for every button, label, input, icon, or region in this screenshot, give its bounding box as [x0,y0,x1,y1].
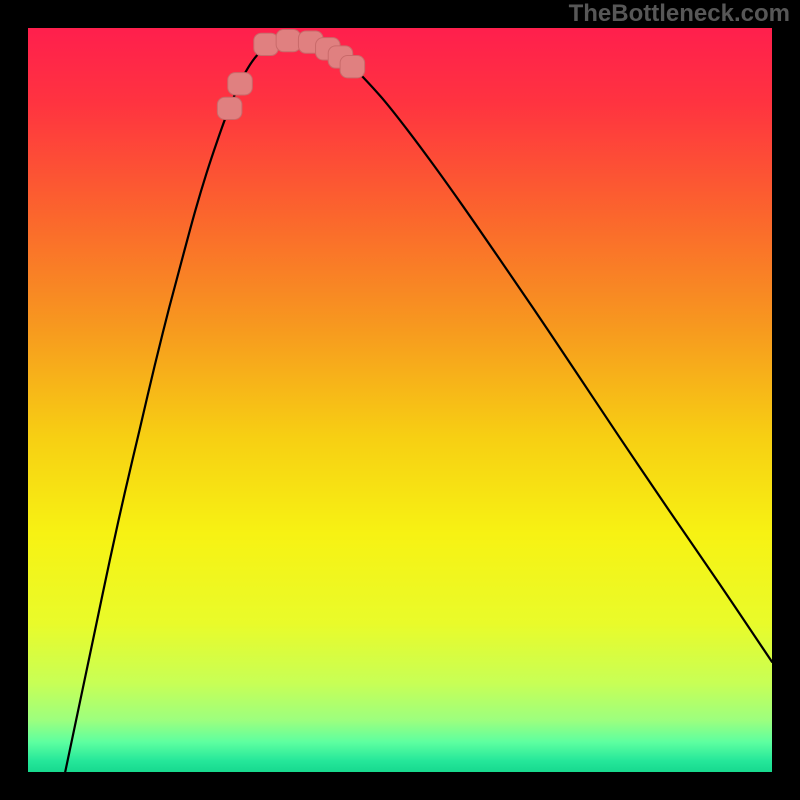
chart-frame: TheBottleneck.com [0,0,800,800]
marker-3 [276,29,301,51]
plot-area [28,28,772,772]
watermark-text: TheBottleneck.com [569,0,790,28]
marker-2 [254,33,279,55]
marker-0 [217,97,242,119]
plot-svg [28,28,772,772]
marker-7 [340,56,365,78]
marker-1 [228,73,253,95]
